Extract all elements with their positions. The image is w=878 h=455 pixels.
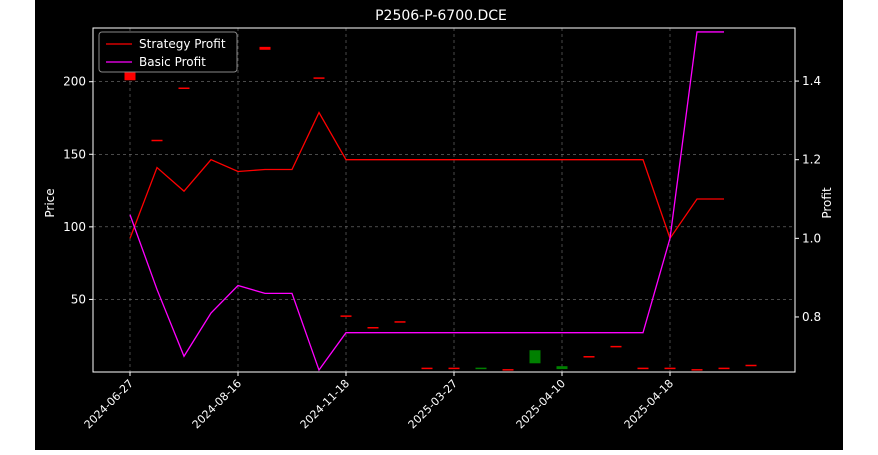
candle (340, 315, 352, 317)
x-tick-label: 2025-03-27 (406, 377, 460, 431)
candle (637, 367, 649, 370)
y-tick-label-right: 0.8 (802, 310, 821, 324)
y-tick-label-left: 200 (63, 75, 86, 89)
candle (691, 369, 703, 371)
y-tick-label-left: 100 (63, 220, 86, 234)
y-tick-label-right: 1.4 (802, 74, 821, 88)
x-tick-label: 2025-04-10 (514, 377, 568, 431)
chart-figure: P2506-P-6700.DCE Price Profit 2024-06-27… (35, 0, 843, 450)
y-tick-label-right: 1.0 (802, 231, 821, 245)
candle (448, 367, 460, 370)
x-tick-label: 2024-11-18 (298, 377, 352, 431)
chart-title: P2506-P-6700.DCE (375, 8, 507, 24)
candle (556, 366, 568, 370)
candle (583, 356, 595, 358)
grid-lines (93, 28, 795, 372)
series-line (129, 31, 724, 372)
y-axis-label-left: Price (43, 188, 57, 217)
candle (745, 364, 757, 367)
candle (394, 321, 406, 323)
x-tick-label: 2025-04-18 (622, 377, 676, 431)
chart-svg: P2506-P-6700.DCE Price Profit 2024-06-27… (43, 8, 834, 431)
y-tick-label-left: 50 (71, 292, 86, 306)
x-tick-label: 2024-08-16 (190, 377, 244, 431)
x-tick-label: 2024-06-27 (82, 377, 136, 431)
candle (421, 367, 433, 370)
candle (124, 71, 136, 81)
candle (313, 77, 325, 79)
candle (151, 139, 163, 142)
plot-frame (92, 27, 796, 373)
candle (502, 369, 514, 371)
profit-lines (129, 31, 724, 372)
y-tick-label-left: 150 (63, 147, 86, 161)
axis-ticks: 2024-06-27 2024-08-16 2024-11-18 2025-03-27… (63, 74, 821, 431)
legend-label: Strategy Profit (139, 37, 226, 51)
candle (367, 327, 379, 329)
legend-box (98, 31, 238, 73)
candle (610, 345, 622, 348)
candle (664, 367, 676, 370)
y-tick-label-right: 1.2 (802, 153, 821, 167)
candles-group (124, 46, 757, 371)
candle (259, 46, 271, 50)
series-line (129, 111, 724, 240)
candle (529, 350, 541, 364)
legend: Strategy Profit Basic Profit (98, 31, 238, 73)
candle (475, 367, 487, 370)
candle (718, 367, 730, 370)
y-axis-label-right: Profit (820, 187, 834, 219)
legend-label: Basic Profit (139, 55, 206, 69)
candle (178, 87, 190, 90)
